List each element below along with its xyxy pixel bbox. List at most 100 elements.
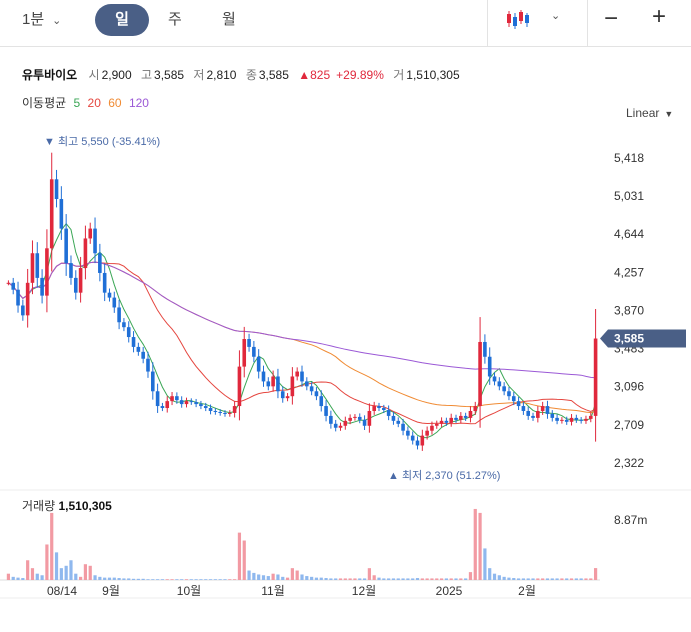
candle-body [155,391,160,407]
volume-bar [492,573,497,580]
ma-label: 이동평균 [22,96,67,110]
candle-body [21,305,25,316]
zoom-in-button[interactable]: + [652,3,667,30]
toolbar: 1분 ⌄ 일 주 월 ⌄ − + [0,0,691,47]
volume-bar [165,579,169,580]
candle-body [343,420,348,426]
volume-bar [449,578,453,580]
candle-body [280,391,285,399]
candle-body [228,412,232,414]
candle-body [107,292,112,298]
x-tick-label: 11월 [261,584,285,598]
volume-bar [507,577,511,580]
volume-bar [348,578,352,580]
candle-body [396,420,401,424]
candle-body [536,410,540,418]
volume-title: 거래량 1,510,305 [22,497,112,514]
volume-bar [218,579,222,580]
candle-body [223,412,227,414]
volume-bar [233,579,237,580]
candle-body [141,351,145,359]
volume-bar [367,568,371,580]
y-tick-label: 3,870 [614,303,644,317]
scale-label: Linear [626,106,660,120]
candle-body [430,425,434,431]
volume-bar [536,578,540,580]
volume-bar [228,579,232,580]
candle-body [372,406,376,411]
candle-body [406,430,410,436]
stock-name: 유투바이오 [22,68,78,82]
volume-title-label: 거래량 [22,499,56,513]
tab-monthly[interactable]: 월 [222,11,236,28]
zoom-out-button[interactable]: − [604,5,619,32]
candle-body [459,415,463,420]
volume-bar [261,575,266,580]
candle-body [401,423,405,431]
volume-bar [343,578,347,580]
volume-bar [406,578,410,580]
ma-60: 60 [108,96,122,110]
candlestick-icon[interactable] [505,8,531,30]
y-tick-label: 3,096 [614,380,644,394]
volume-bar [107,577,112,580]
open-label: 시 [88,68,100,82]
volume-bar [593,568,598,580]
candle-body [102,272,107,293]
candle-body [69,263,73,278]
candle-body [353,416,357,418]
volume-bar [502,576,506,580]
candle-body [295,371,299,377]
volume-bar [353,578,357,580]
candle-body [377,406,381,409]
x-tick-label: 2월 [518,584,536,598]
candle-body [382,408,386,410]
candle-body [64,228,68,264]
tab-weekly[interactable]: 주 [168,11,182,28]
volume-bar [295,570,299,580]
moving-average-legend[interactable]: 이동평균 5 20 60 120 [22,94,153,111]
candle-body [261,371,266,382]
volume-tick-label: 8.87m [614,513,647,527]
candle-body [439,420,444,424]
volume-bar [141,578,145,580]
candle-body [252,346,256,357]
candle-body [425,430,429,436]
candle-body [218,411,222,413]
up-triangle-icon: ▲ [298,68,311,82]
volume-bar [531,578,535,580]
volume-bar [555,578,559,580]
y-tick-label: 4,257 [614,265,644,279]
scale-dropdown[interactable]: Linear ▼ [626,106,673,120]
volume-bar [199,579,203,580]
volume-bar [372,575,376,580]
volume-bar [180,579,184,580]
volume-bar [160,579,165,580]
volume-bar [411,578,415,580]
interval-dropdown[interactable]: 1분 ⌄ [22,0,61,40]
chart-type-chevron-icon[interactable]: ⌄ [551,10,561,22]
volume-bar [127,578,131,580]
candle-body [112,297,117,308]
volume-bar [35,573,39,580]
candle-body [54,179,59,200]
volume-bar [247,570,251,580]
ma-120: 120 [128,96,149,110]
volume-bar [30,568,35,580]
candle-body [73,277,78,293]
candle-body [348,417,352,421]
candle-body [502,386,506,392]
change-percent: +29.89% [336,68,384,82]
candle-body [179,400,184,405]
volume-bar [521,578,525,580]
candle-body [357,416,362,420]
volume-bar [11,576,15,580]
tab-daily[interactable]: 일 [95,4,149,36]
candle-body [314,391,319,397]
x-tick-label: 08/14 [47,584,77,598]
volume-bar [589,578,593,580]
x-tick-label: 9월 [102,584,120,598]
candle-body [319,396,324,407]
y-tick-label: 4,644 [614,227,644,241]
